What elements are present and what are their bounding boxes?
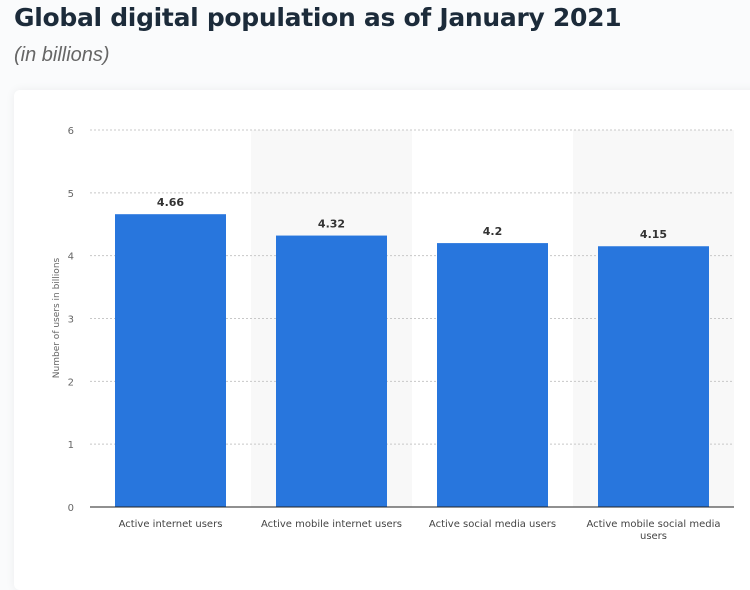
data-label: 4.2 — [483, 225, 503, 238]
chart-title: Global digital population as of January … — [14, 3, 622, 32]
y-tick-label: 0 — [68, 503, 74, 514]
y-tick-label: 5 — [68, 189, 74, 200]
y-tick-label: 2 — [68, 377, 74, 388]
y-tick-label: 3 — [68, 315, 74, 326]
bar — [437, 243, 548, 507]
x-tick-label: Active social media users — [429, 519, 556, 530]
y-tick-label: 1 — [68, 440, 74, 451]
x-tick-label: Active mobile internet users — [261, 519, 402, 530]
bar-chart: 0 1 2 3 4 5 6 Number of users in billions 4.66 Ac… — [52, 126, 734, 542]
y-tick-label: 4 — [68, 252, 74, 263]
bar — [598, 246, 709, 507]
x-tick-label: Active internet users — [119, 519, 223, 530]
y-axis-label: Number of users in billions — [52, 257, 62, 378]
bar — [276, 235, 387, 507]
x-tick-label: users — [640, 531, 667, 542]
chart-subtitle: (in billions) — [14, 44, 110, 66]
y-tick-label: 6 — [68, 126, 74, 137]
data-label: 4.66 — [157, 196, 184, 209]
data-label: 4.32 — [318, 218, 345, 231]
x-tick-label: Active mobile social media — [586, 519, 720, 530]
bar — [115, 214, 226, 508]
data-label: 4.15 — [640, 228, 667, 241]
